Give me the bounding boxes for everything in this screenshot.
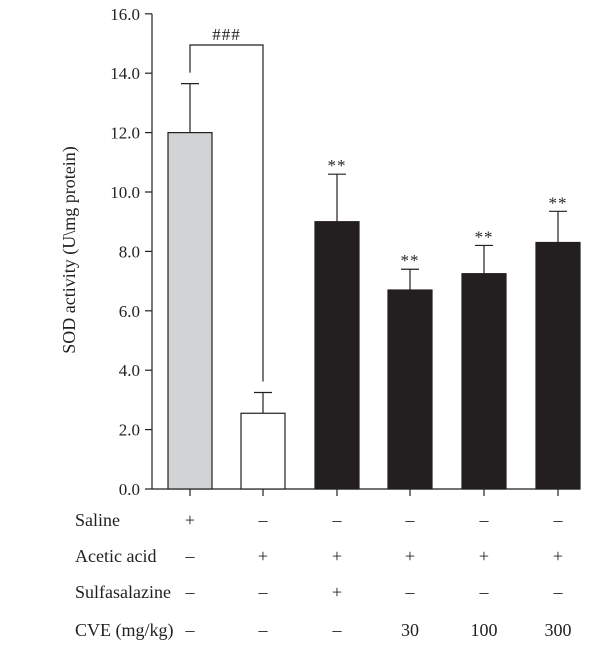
treatment-cell: + bbox=[553, 546, 563, 566]
treatment-cell: – bbox=[479, 510, 490, 530]
bar bbox=[387, 289, 433, 490]
treatment-cell: – bbox=[258, 620, 269, 640]
treatment-cell: – bbox=[553, 582, 564, 602]
significance-label: ** bbox=[328, 156, 347, 175]
treatment-cell: – bbox=[405, 510, 416, 530]
treatment-cell: – bbox=[185, 582, 196, 602]
bar bbox=[240, 412, 286, 490]
y-tick-label: 4.0 bbox=[119, 361, 140, 380]
treatment-cell: – bbox=[553, 510, 564, 530]
bracket-line bbox=[189, 44, 264, 382]
treatment-cell: 100 bbox=[471, 620, 498, 640]
y-tick-label: 8.0 bbox=[119, 242, 140, 261]
treatment-cell: – bbox=[405, 582, 416, 602]
bar bbox=[461, 273, 507, 490]
y-tick-label: 12.0 bbox=[110, 124, 140, 143]
treatment-cell: – bbox=[258, 582, 269, 602]
treatment-cell: – bbox=[258, 510, 269, 530]
treatment-cell: + bbox=[405, 546, 415, 566]
treatment-cell: – bbox=[332, 510, 343, 530]
bar bbox=[535, 241, 581, 490]
bracket-label: ### bbox=[212, 25, 241, 44]
treatment-row-label: CVE (mg/kg) bbox=[75, 620, 174, 641]
treatment-cell: + bbox=[479, 546, 489, 566]
treatment-row-label: Sulfasalazine bbox=[75, 582, 171, 602]
y-tick-label: 16.0 bbox=[110, 5, 140, 24]
significance-label: ** bbox=[549, 193, 568, 212]
y-axis-title: SOD activity (U\mg protein) bbox=[59, 146, 80, 353]
treatment-cell: + bbox=[332, 546, 342, 566]
treatment-table: Saline + – – – – – Acetic acid – + + + + + Sulfasalazi… bbox=[75, 510, 572, 641]
error-bars bbox=[181, 82, 567, 414]
treatment-cell: + bbox=[258, 546, 268, 566]
y-tick-label: 10.0 bbox=[110, 183, 140, 202]
y-tick-label: 14.0 bbox=[110, 64, 140, 83]
treatment-row-label: Acetic acid bbox=[75, 546, 156, 566]
y-tick-label: 6.0 bbox=[119, 302, 140, 321]
treatment-cell: – bbox=[332, 620, 343, 640]
treatment-row-label: Saline bbox=[75, 510, 120, 530]
treatment-cell: – bbox=[185, 620, 196, 640]
treatment-cell: 30 bbox=[401, 620, 419, 640]
significance-label: ** bbox=[475, 227, 494, 246]
y-tick-label: 0.0 bbox=[119, 480, 140, 499]
axes: 0.0 2.0 4.0 6.0 8.0 10.0 12.0 14.0 16.0 bbox=[110, 5, 580, 499]
treatment-cell: + bbox=[185, 510, 195, 530]
y-tick-label: 2.0 bbox=[119, 421, 140, 440]
treatment-cell: – bbox=[479, 582, 490, 602]
bars bbox=[167, 132, 581, 490]
significance-marks: ** ** ** ** bbox=[328, 156, 568, 270]
bar bbox=[314, 221, 360, 490]
treatment-cell: + bbox=[332, 582, 342, 602]
significance-label: ** bbox=[401, 251, 420, 270]
comparison-bracket: ### bbox=[189, 25, 264, 382]
bar bbox=[167, 132, 213, 490]
treatment-cell: – bbox=[185, 546, 196, 566]
treatment-cell: 300 bbox=[545, 620, 572, 640]
